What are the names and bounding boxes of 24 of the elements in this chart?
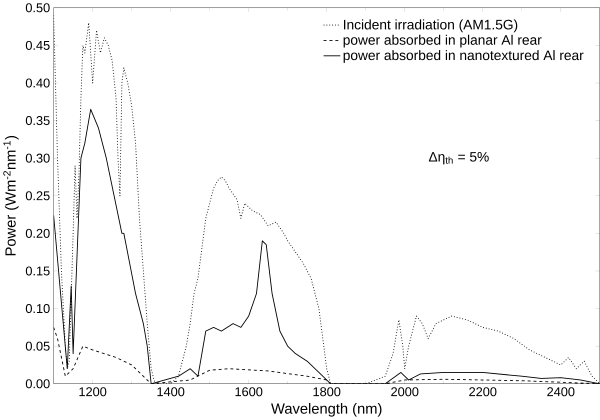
- y-tick-label: 0.25: [26, 191, 50, 200]
- y-tick-label: 0.45: [26, 40, 50, 50]
- y-tick-label: 0.00: [26, 379, 50, 388]
- x-tick-label: 2000: [391, 387, 418, 396]
- y-tick-label: 0.20: [26, 228, 50, 238]
- y-tick-label: 0.40: [26, 78, 50, 88]
- legend-label: power absorbed in planar Al rear: [344, 34, 542, 48]
- y-tick-label: 0.35: [26, 116, 50, 126]
- x-tick-label: 2400: [547, 387, 574, 396]
- y-tick-label: 0.10: [26, 304, 50, 314]
- x-tick-label: 1600: [235, 387, 262, 396]
- y-tick-label: 0.15: [26, 266, 50, 276]
- y-tick-label: 0.05: [26, 342, 50, 351]
- y-tick-label: 0.30: [26, 154, 50, 163]
- x-axis-title: Wavelength (nm): [271, 403, 382, 417]
- legend-label: Incident irradiation (AM1.5G): [344, 19, 518, 32]
- x-tick-label: 1400: [157, 387, 184, 396]
- x-tick-label: 1200: [79, 387, 106, 396]
- y-tick-label: 0.50: [26, 3, 50, 12]
- annotation: Δη$_{th}$ = 5%: [428, 152, 489, 164]
- x-tick-label: 2200: [469, 387, 496, 396]
- x-tick-label: 1800: [314, 387, 340, 396]
- y-axis-title: Power (Wm$^{-2}$nm$^{-1}$): [3, 136, 19, 256]
- legend-label: power absorbed in nanotextured Al rear: [344, 50, 584, 63]
